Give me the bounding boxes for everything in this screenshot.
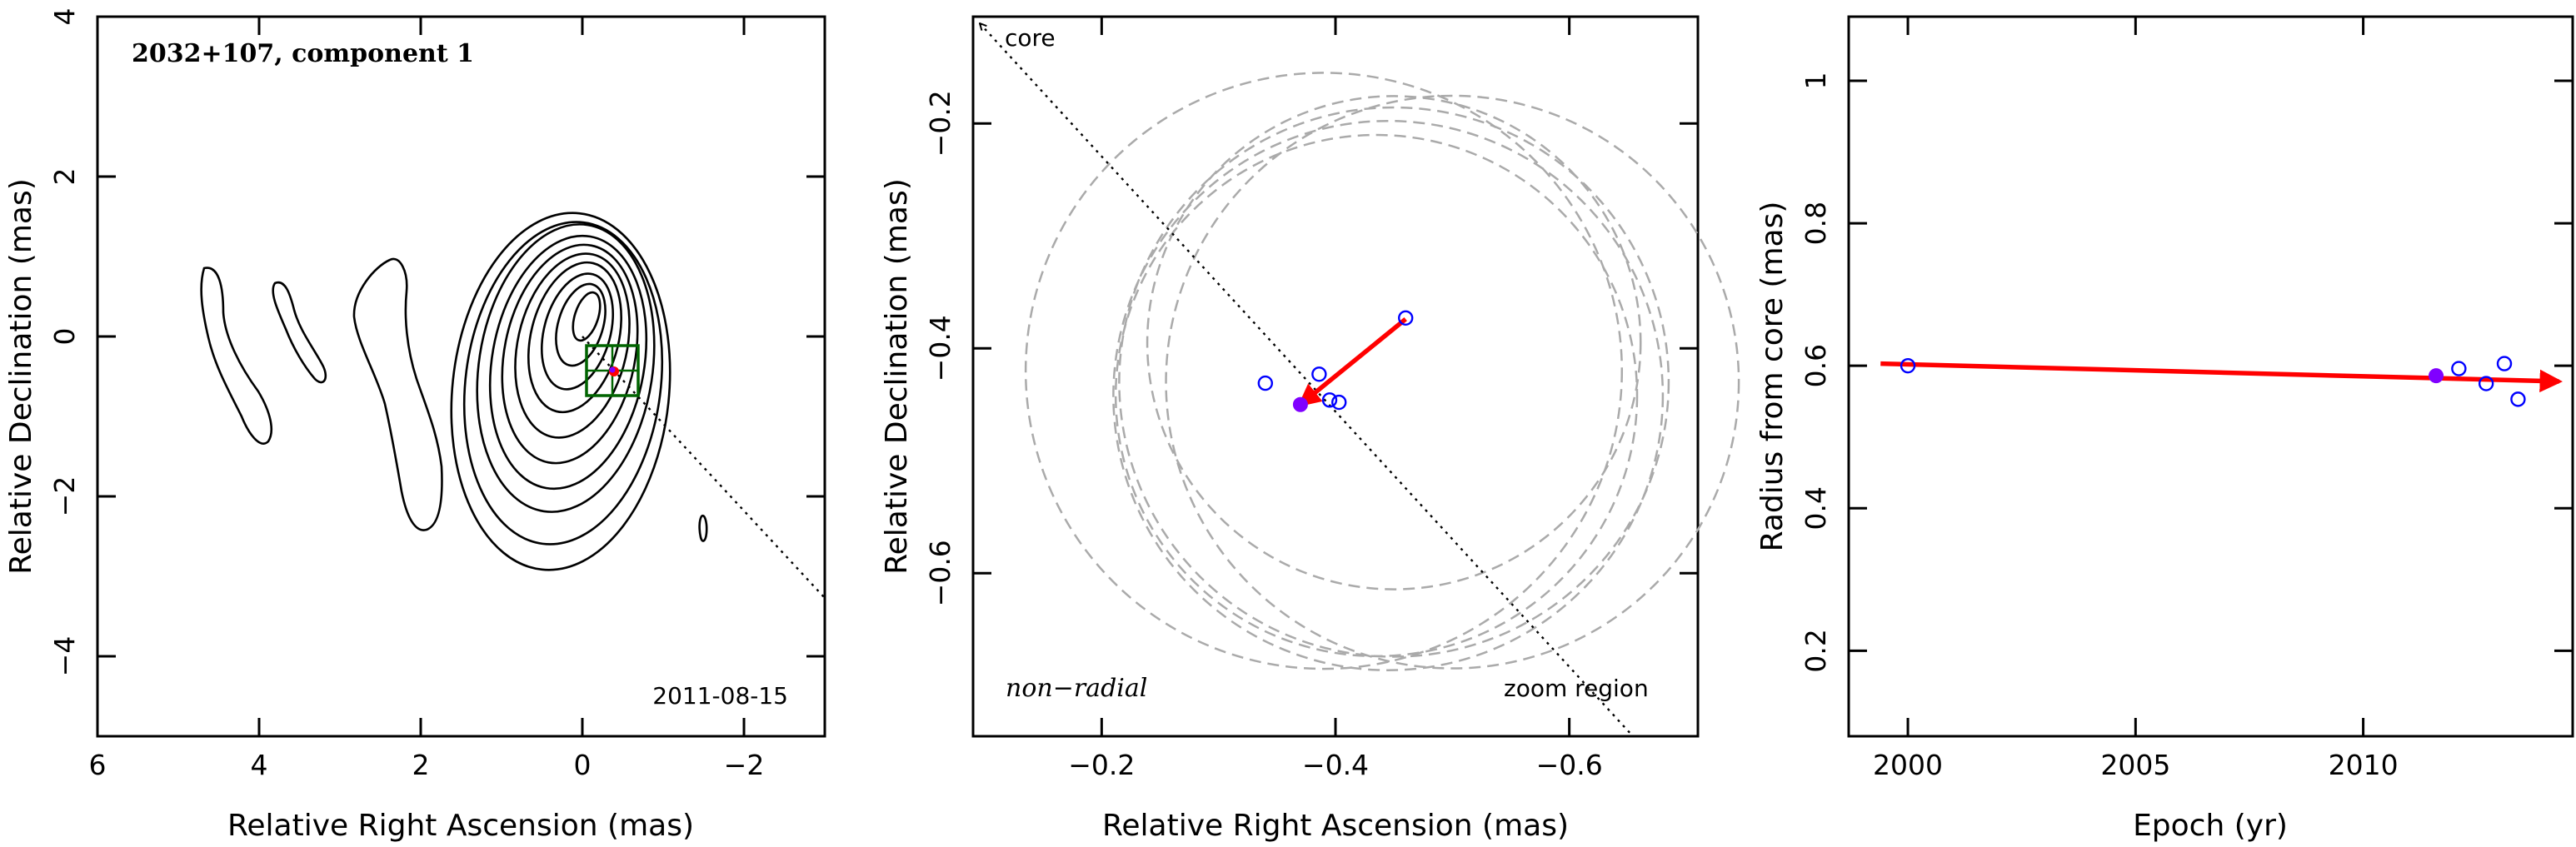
epoch-point	[1321, 392, 1338, 408]
epoch-point	[1311, 366, 1327, 382]
epoch-point	[2510, 391, 2526, 407]
panel-contour-map: 6 4 2 0 −2 −4 −2 0 2 4 2032+107, component 1 2011…	[4, 8, 826, 843]
y-axis-label: Radius from core (mas)	[1755, 202, 1790, 552]
tick-labels: 6 4 2 0 −2 −4 −2 0 2 4	[48, 8, 764, 782]
tick-labels: 2000 2005 2010 0.2 0.4 0.6 0.8 1	[1800, 72, 2399, 781]
contour-group	[200, 212, 708, 571]
jet-knot-3	[352, 257, 443, 531]
epoch-point	[2496, 356, 2513, 371]
x-tick-label: −0.2	[1068, 749, 1135, 781]
contour-level	[514, 252, 631, 439]
x-tick-label: 0	[574, 749, 592, 781]
x-tick-label: 6	[89, 749, 107, 781]
epoch-point	[1900, 357, 1916, 374]
plot-frame	[96, 15, 826, 738]
y-tick-label: 1	[1800, 72, 1832, 89]
beam-circle	[1146, 95, 1642, 590]
y-axis-label: Relative Declination (mas)	[4, 178, 38, 575]
contour-level	[527, 261, 623, 414]
beam-circles	[1024, 72, 1740, 671]
y-tick-label: −0.6	[924, 540, 956, 606]
epoch-points	[1257, 310, 1414, 412]
y-tick-label: 0.2	[1800, 629, 1832, 672]
y-tick-label: −0.4	[924, 315, 956, 381]
y-tick-label: 4	[48, 8, 81, 26]
x-tick-label: 2010	[2329, 749, 2399, 781]
panel-zoom-region: −0.2 −0.4 −0.6 −0.6 −0.4 −0.2 core non−radial…	[880, 15, 1740, 843]
tick-marks	[973, 17, 1698, 736]
contour-level	[540, 272, 615, 391]
contour-level	[488, 234, 648, 491]
y-tick-label: −0.2	[924, 90, 956, 157]
y-tick-label: 0.8	[1800, 202, 1832, 245]
epoch-point	[1331, 394, 1347, 411]
y-tick-label: 0	[48, 328, 81, 346]
beam-circle	[1118, 106, 1670, 658]
contour-level	[476, 223, 656, 513]
beam-circle	[1112, 119, 1665, 671]
y-tick-label: 0.6	[1800, 344, 1832, 387]
tick-marks	[1849, 17, 2573, 736]
x-tick-label: 2	[412, 749, 430, 781]
contour-level	[450, 212, 671, 571]
zoom-region-label: zoom region	[1504, 675, 1649, 702]
tick-labels: −0.2 −0.4 −0.6 −0.6 −0.4 −0.2	[924, 90, 1603, 781]
map-title: 2032+107, component 1	[132, 39, 474, 68]
epoch-points	[1900, 356, 2526, 407]
x-tick-label: −0.6	[1536, 749, 1603, 781]
epoch-point	[2478, 376, 2494, 391]
y-tick-label: −4	[48, 636, 81, 677]
x-axis-label: Relative Right Ascension (mas)	[1102, 809, 1569, 843]
x-axis-label: Relative Right Ascension (mas)	[227, 809, 694, 843]
core-contours	[450, 212, 671, 571]
component-marker-inner	[609, 366, 616, 373]
beam-circle	[1114, 133, 1639, 658]
x-tick-label: 2005	[2100, 749, 2170, 781]
current-epoch-point	[2429, 368, 2444, 384]
y-tick-label: −2	[48, 476, 81, 517]
plot-frame	[1847, 15, 2574, 738]
core-label: core	[1005, 24, 1056, 52]
epoch-point	[1257, 375, 1274, 391]
epoch-point	[1397, 310, 1414, 326]
jet-knot-4	[698, 514, 708, 542]
x-tick-label: −0.4	[1302, 749, 1369, 781]
contour-level	[501, 243, 639, 465]
tick-marks	[96, 15, 825, 736]
y-axis-label: Relative Declination (mas)	[880, 178, 914, 575]
x-tick-label: −2	[724, 749, 765, 781]
radial-trend-arrow	[1880, 361, 2564, 393]
x-tick-label: 4	[251, 749, 268, 781]
contour-level	[555, 282, 607, 367]
map-date: 2011-08-15	[652, 682, 788, 710]
y-tick-label: 0.4	[1800, 486, 1832, 530]
core-direction-line	[980, 23, 1634, 737]
x-axis-label: Epoch (yr)	[2133, 809, 2288, 843]
x-tick-label: 2000	[1873, 749, 1943, 781]
epoch-point	[2451, 361, 2467, 376]
current-epoch-point	[1292, 396, 1308, 412]
jet-knot-1	[200, 267, 273, 445]
contour-level	[572, 291, 602, 342]
y-tick-label: 2	[48, 168, 81, 186]
panel-radius-epoch: 2000 2005 2010 0.2 0.4 0.6 0.8 1 Epoch (yr) Rad…	[1755, 15, 2574, 843]
beam-circle	[1165, 94, 1740, 670]
beam-circle	[1024, 72, 1624, 670]
motion-vector	[1297, 317, 1407, 407]
motion-type-label: non−radial	[1006, 674, 1147, 703]
jet-knot-2	[272, 281, 327, 384]
contour-level	[462, 221, 664, 546]
